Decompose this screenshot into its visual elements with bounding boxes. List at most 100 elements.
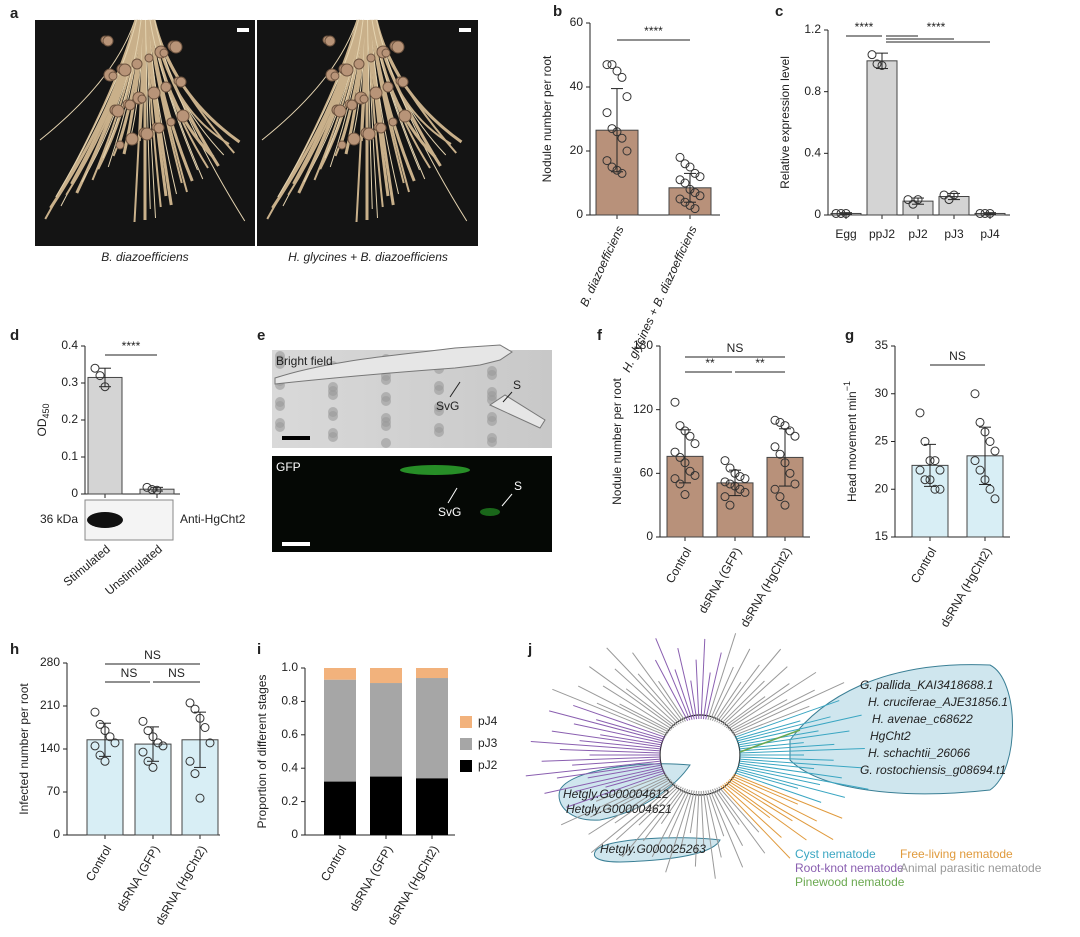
y-tick-label: 0.1: [61, 449, 78, 463]
tree-branch: [709, 666, 734, 721]
data-point: [100, 726, 110, 736]
image-title: GFP: [276, 460, 301, 474]
y-tick-label: 0.4: [281, 760, 298, 774]
cell: [487, 437, 497, 447]
y-tick-label: 0.4: [804, 146, 821, 160]
tree-branch: [690, 680, 698, 720]
nodule: [359, 94, 369, 104]
y-axis-label: Infected number per root: [17, 683, 31, 815]
tree-branch: [587, 764, 662, 779]
legend-label: Cyst nematode: [795, 847, 876, 861]
root-strand: [147, 19, 183, 184]
data-point: [775, 417, 785, 427]
tree-branch: [739, 743, 835, 752]
data-point: [670, 474, 680, 484]
bar-segment: [324, 781, 356, 835]
roots: [39, 19, 468, 223]
data-point: [185, 756, 195, 766]
nodule: [124, 99, 136, 111]
data-point: [730, 468, 740, 478]
root-strand: [261, 19, 358, 141]
panel-label: f: [597, 327, 603, 344]
tree-branch: [739, 747, 865, 754]
legend-label: pJ2: [478, 758, 498, 772]
tree-branch: [619, 703, 671, 732]
data-point: [985, 208, 995, 218]
tree-branch: [654, 659, 689, 721]
root-strand: [370, 19, 416, 182]
tree-branch: [729, 699, 788, 732]
significance-label: NS: [121, 666, 138, 680]
data-point: [200, 723, 210, 732]
y-tick-label: 0: [646, 529, 653, 543]
y-tick-label: 0.8: [804, 84, 821, 98]
tree-branch: [677, 647, 695, 720]
nodule: [140, 127, 154, 141]
y-tick-label: 120: [633, 402, 653, 416]
panel-label: e: [257, 327, 265, 344]
nodule: [375, 122, 387, 134]
tree-branch: [575, 768, 664, 792]
tree-branch: [579, 740, 661, 750]
data-point: [680, 197, 690, 207]
root-strand: [369, 19, 405, 184]
data-point: [153, 738, 163, 748]
data-point: [607, 124, 617, 134]
data-point: [95, 750, 105, 760]
cell: [381, 438, 391, 448]
nodule: [337, 140, 347, 150]
tree-branch: [718, 786, 760, 833]
scale-bar: [282, 436, 310, 440]
tree-branch: [739, 729, 801, 753]
tree-branch: [734, 772, 822, 803]
data-point: [152, 485, 162, 495]
y-tick-label: 0.2: [281, 794, 298, 808]
data-point: [690, 439, 700, 449]
tree-branch: [616, 784, 678, 841]
data-point: [100, 756, 110, 766]
tree-branch: [738, 764, 869, 790]
nodule: [324, 35, 336, 47]
nodule: [388, 117, 398, 127]
data-point: [939, 190, 949, 200]
data-point: [195, 713, 205, 723]
data-point: [720, 492, 730, 502]
data-point: [915, 465, 925, 475]
panel-label: a: [10, 5, 19, 22]
data-point: [190, 704, 200, 714]
root-strand: [145, 19, 151, 210]
legend-swatch: [460, 738, 472, 750]
tree-branch: [658, 680, 686, 722]
y-tick-label: 40: [570, 79, 584, 93]
bar: [866, 60, 898, 216]
nodule: [369, 86, 383, 100]
data-point: [602, 60, 612, 70]
gfp-signal: [480, 508, 500, 516]
tree-branch: [589, 666, 675, 729]
root-strand: [277, 19, 359, 198]
data-point: [903, 195, 913, 205]
y-tick-label: 140: [40, 741, 60, 755]
tree-branch: [638, 785, 680, 826]
tree-branch: [606, 647, 680, 725]
tree-branch: [722, 784, 782, 838]
nodule: [347, 132, 361, 146]
data-point: [867, 50, 877, 60]
data-point: [915, 408, 925, 418]
data-point: [142, 482, 152, 492]
panel-label: h: [10, 641, 19, 658]
y-tick-label: 0.6: [281, 727, 298, 741]
data-point: [680, 159, 690, 169]
data-point: [95, 371, 105, 381]
x-tick-label: Control: [83, 843, 114, 884]
significance-label: NS: [144, 648, 161, 662]
cell: [381, 375, 391, 385]
tree-branch: [716, 787, 766, 854]
panel-label: d: [10, 327, 19, 344]
arrow: [449, 381, 461, 398]
blot-size: 36 kDa: [40, 512, 78, 526]
x-tick-label: ppJ2: [869, 227, 895, 241]
tree-labels: G. pallida_KAI3418688.1 H. cruciferae_AJE…: [563, 678, 1042, 889]
tree-branch: [621, 786, 682, 858]
tree-branch: [602, 685, 673, 730]
